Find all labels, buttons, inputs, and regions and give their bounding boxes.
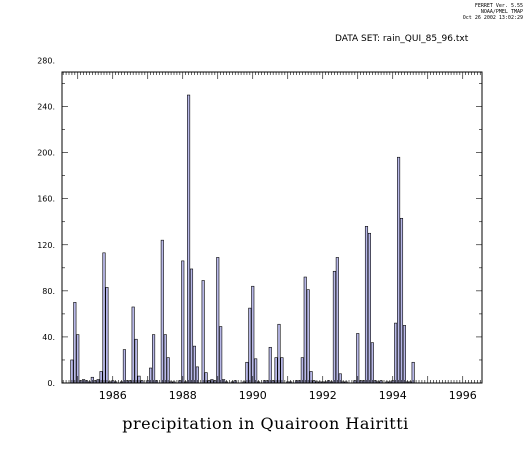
precip-bar <box>216 257 220 384</box>
precip-bar <box>300 357 304 384</box>
precip-bar <box>248 307 252 384</box>
precip-bar <box>163 334 167 384</box>
precip-bar <box>181 260 185 384</box>
precip-bar <box>201 280 205 384</box>
axes-group <box>61 71 483 384</box>
precip-bar <box>303 276 307 384</box>
precip-bar <box>131 306 135 384</box>
precip-bar <box>166 357 170 384</box>
precip-bar <box>277 323 281 384</box>
precip-bar <box>70 359 74 384</box>
chart-caption: precipitation in Quairoon Hairitti <box>122 414 409 433</box>
precip-bar <box>335 257 339 384</box>
precip-bar <box>332 270 336 384</box>
bar-group <box>70 94 415 384</box>
y-tick-label: 280. <box>37 56 55 65</box>
precip-bar <box>187 94 191 384</box>
tick-label-group: 1986 1988 1990 1992 1994 1996 0. 40. 80. 120. 160.… <box>37 56 477 402</box>
precip-bar <box>245 361 249 384</box>
precip-bar <box>397 156 401 384</box>
precip-bar <box>364 226 369 384</box>
precip-bar <box>356 333 360 384</box>
ferret-version-label: FERRET Ver. 5.55 <box>474 3 523 9</box>
y-tick-label: 0. <box>47 379 55 388</box>
precip-bar <box>219 326 223 384</box>
precip-bar <box>105 287 109 384</box>
x-tick-label: 1988 <box>169 389 197 402</box>
precip-bar <box>367 232 371 384</box>
plot-date-label: Oct 26 2002 13:02:29 <box>462 15 523 21</box>
precip-bar <box>102 252 106 384</box>
x-tick-label: 1994 <box>379 389 407 402</box>
x-tick-label: 1986 <box>99 389 127 402</box>
precip-bar <box>394 322 398 384</box>
y-tick-label: 240. <box>37 103 55 112</box>
x-tick-label: 1992 <box>309 389 337 402</box>
precip-bar <box>306 289 310 384</box>
organization-label: NOAA/PMEL TMAP <box>480 9 523 15</box>
x-tick-label: 1990 <box>239 389 267 402</box>
precip-bar <box>189 268 194 384</box>
precip-bar <box>192 345 196 384</box>
x-tick-label: 1996 <box>449 389 477 402</box>
precip-bar <box>134 338 138 384</box>
y-tick-label: 120. <box>37 241 55 250</box>
precip-bar <box>370 342 374 384</box>
precip-bar <box>160 239 164 384</box>
precip-bar <box>76 334 80 384</box>
y-tick-label: 40. <box>42 333 55 342</box>
precip-bar <box>254 358 258 384</box>
precip-bar <box>268 346 272 384</box>
precip-bar <box>399 217 404 384</box>
dataset-label: DATA SET: rain_QUI_85_96.txt <box>335 34 469 44</box>
precip-bar <box>73 302 77 384</box>
precip-bar <box>280 357 284 384</box>
precip-bar <box>402 325 406 384</box>
precip-bar <box>152 334 156 384</box>
y-tick-label: 200. <box>37 149 55 158</box>
y-tick-label: 160. <box>37 195 55 204</box>
precip-bar <box>274 357 278 384</box>
precip-bar <box>122 349 126 384</box>
precip-bar <box>251 285 255 384</box>
plot-frame <box>61 71 483 384</box>
precip-bar <box>411 361 415 384</box>
y-tick-label: 80. <box>42 287 55 296</box>
